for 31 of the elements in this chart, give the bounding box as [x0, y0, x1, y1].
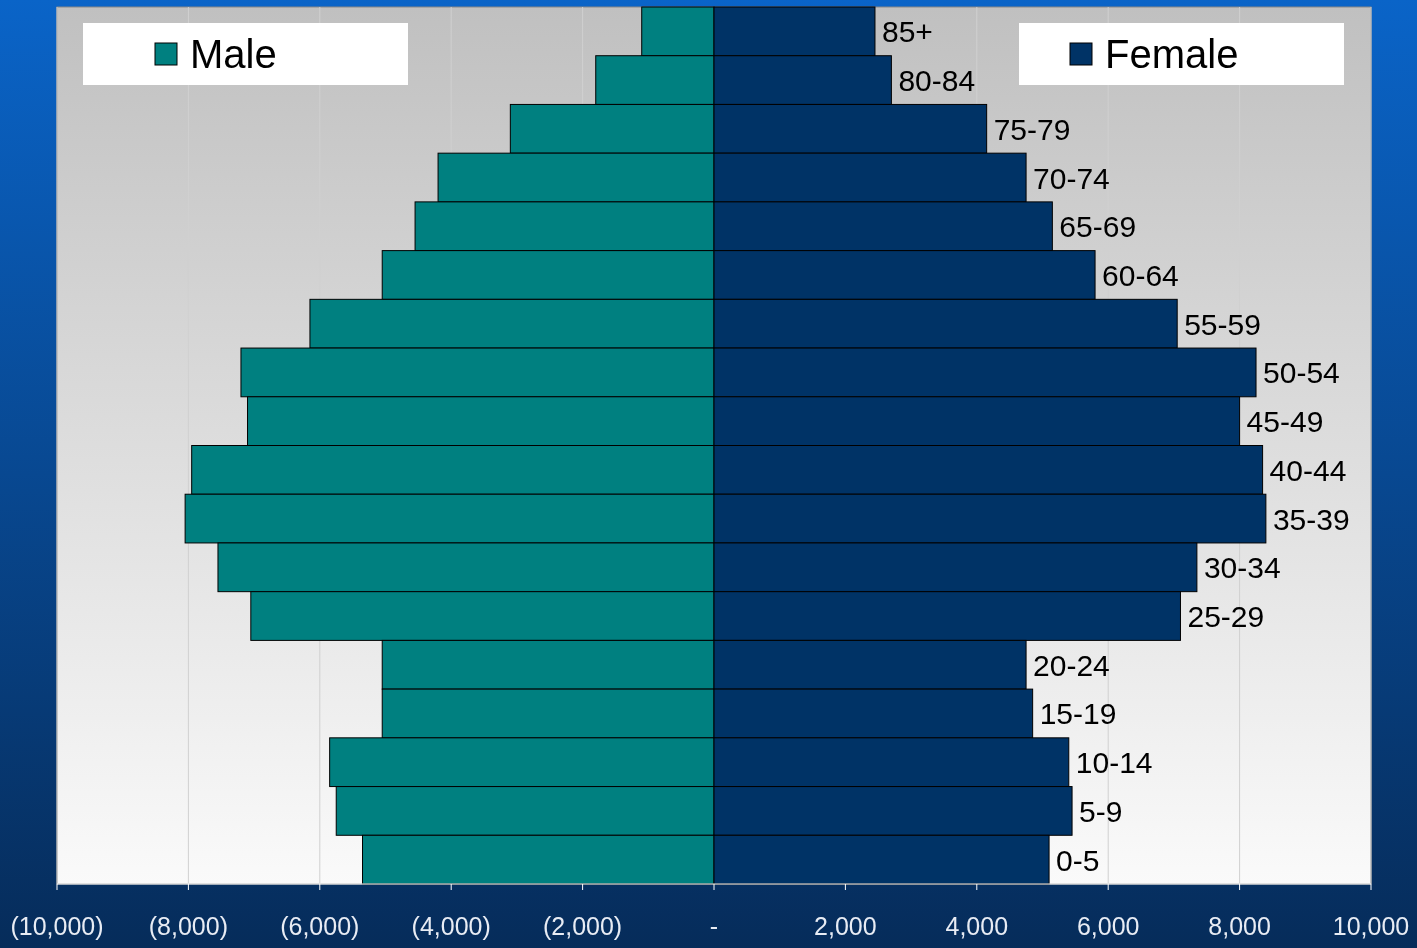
y-tick-label: 60-64 — [1102, 258, 1179, 292]
y-tick-label: 5-9 — [1079, 794, 1123, 828]
y-tick-label: 0-5 — [1056, 843, 1100, 877]
y-tick-label: 35-39 — [1272, 502, 1350, 536]
y-tick-label: 75-79 — [993, 112, 1071, 146]
y-tick-label: 10-14 — [1075, 746, 1153, 780]
x-tick-label: (4,000) — [411, 912, 491, 940]
x-tick-label: (2,000) — [542, 912, 623, 940]
y-tick-label: 20-24 — [1033, 648, 1110, 682]
legend-label: Male — [190, 32, 277, 76]
x-tick-label: 6,000 — [1076, 912, 1140, 940]
y-tick-label: 85+ — [881, 15, 933, 49]
y-tick-label: 65-69 — [1059, 210, 1137, 244]
x-tick-label: - — [709, 912, 719, 940]
x-tick-label: (8,000) — [148, 912, 229, 940]
legend-label: Female — [1105, 32, 1239, 76]
y-tick-label: 25-29 — [1187, 600, 1265, 634]
y-tick-label: 45-49 — [1246, 405, 1324, 439]
y-tick-label: 70-74 — [1033, 161, 1110, 195]
x-tick-label: (6,000) — [280, 912, 360, 940]
y-tick-label: 50-54 — [1263, 356, 1340, 390]
y-tick-label: 80-84 — [898, 64, 976, 98]
y-tick-label: 15-19 — [1039, 697, 1117, 731]
x-tick-label: 4,000 — [945, 912, 1009, 940]
x-tick-label: 2,000 — [814, 912, 877, 940]
x-tick-label: (10,000) — [10, 912, 104, 940]
y-tick-label: 55-59 — [1184, 307, 1261, 341]
y-tick-label: 30-34 — [1203, 551, 1281, 585]
y-tick-label: 40-44 — [1269, 453, 1347, 487]
x-tick-label: 8,000 — [1208, 912, 1271, 940]
x-tick-label: 10,000 — [1332, 912, 1410, 940]
